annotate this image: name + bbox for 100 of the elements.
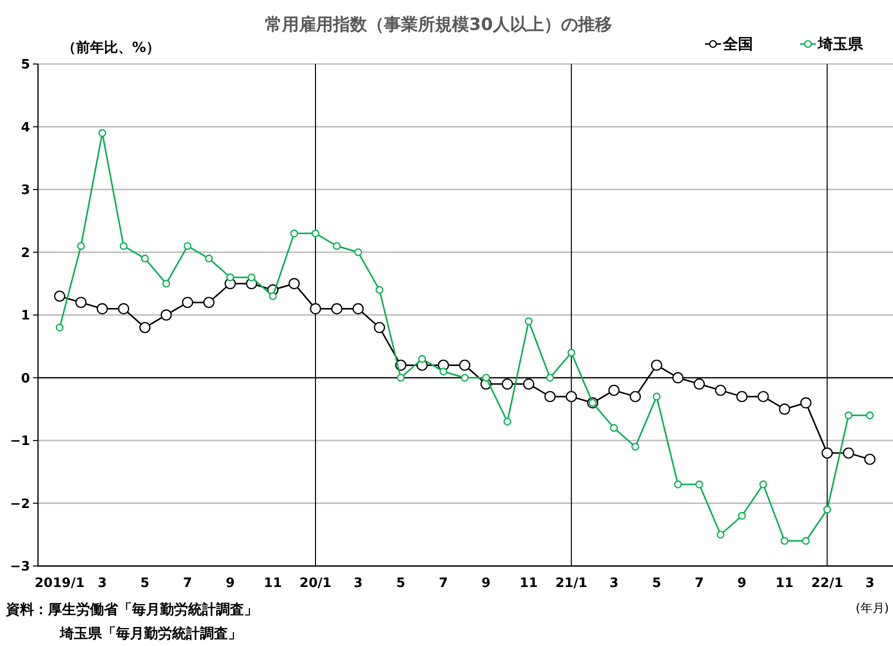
point (376, 286, 384, 294)
x-axis-title: (年月) (856, 601, 889, 615)
x-tick-label: 3 (354, 576, 363, 591)
point (546, 374, 554, 382)
chart-title: 常用雇用指数（事業所規模30人以上）の推移 (265, 15, 612, 35)
point (800, 397, 812, 408)
point (608, 384, 620, 396)
text: 埼玉県「毎月勤労統計調査」 (59, 625, 242, 642)
point (714, 384, 726, 396)
point (780, 537, 788, 545)
point (75, 296, 87, 308)
point (182, 296, 194, 308)
x-tick-label: 9 (226, 576, 235, 591)
x-tick-label: 7 (438, 576, 448, 591)
y-tick-label: 3 (20, 183, 30, 198)
point (842, 447, 854, 459)
x-tick-label: 7 (183, 576, 192, 591)
point (288, 278, 300, 290)
point (524, 317, 533, 326)
point (352, 303, 364, 314)
point (77, 242, 85, 250)
point (482, 374, 490, 382)
y-tick-label: 1 (20, 308, 30, 324)
point (312, 230, 320, 238)
point (738, 512, 746, 520)
x-tick-label: 11 (264, 576, 282, 591)
point (523, 378, 534, 390)
point (694, 378, 705, 390)
point (162, 280, 170, 288)
x-tick-label: 5 (652, 576, 662, 591)
point (396, 374, 405, 382)
x-tick-label: 2019/1 (34, 576, 85, 591)
point (802, 537, 810, 545)
x-tick-label: 22/1 (811, 576, 844, 591)
text: 資料：厚生労働省「毎月勤労統計調査」 (5, 601, 258, 618)
point (459, 360, 470, 371)
y-tick-label: −2 (10, 496, 30, 512)
y-tick-label: 2 (20, 246, 30, 261)
point (672, 372, 684, 384)
x-tick-label: 3 (609, 576, 619, 591)
point (226, 273, 234, 282)
point (610, 424, 618, 432)
point (160, 309, 172, 321)
point (778, 404, 790, 415)
point (332, 242, 341, 250)
legend-label: 埼玉県 (817, 35, 864, 53)
point (822, 447, 833, 459)
x-tick-label: 11 (520, 576, 538, 591)
point (736, 390, 748, 402)
y-tick-label: −1 (10, 434, 30, 450)
point (139, 322, 151, 334)
point (844, 412, 852, 420)
y-tick-label: 0 (20, 371, 30, 386)
x-tick-label: 7 (694, 576, 704, 591)
legend-label: 全国 (722, 35, 753, 53)
y-tick-label: 4 (20, 120, 30, 136)
point (331, 303, 342, 314)
point (652, 392, 661, 400)
point (866, 412, 874, 420)
point (56, 324, 64, 332)
point (96, 303, 108, 314)
point (354, 248, 362, 256)
x-tick-label: 9 (482, 576, 491, 591)
point (630, 390, 641, 402)
x-tick-label: 5 (140, 576, 150, 591)
point (864, 454, 876, 465)
point (460, 374, 469, 382)
point (503, 418, 512, 426)
point (823, 506, 832, 514)
y-tick-label: −3 (10, 560, 30, 575)
point (54, 290, 66, 302)
point (310, 303, 322, 314)
x-tick-label: 3 (98, 576, 107, 591)
x-tick-label: 11 (776, 576, 794, 591)
point (118, 303, 130, 314)
point (374, 322, 386, 334)
point (120, 242, 128, 250)
point (98, 129, 106, 137)
point (758, 390, 769, 402)
x-tick-label: 3 (865, 576, 874, 591)
point (248, 273, 256, 282)
x-tick-label: 5 (396, 576, 406, 591)
point (502, 378, 513, 390)
x-tick-label: 9 (737, 576, 746, 591)
point (651, 360, 662, 371)
point (674, 480, 682, 488)
point (759, 480, 768, 488)
point (290, 230, 298, 238)
y-axis-title: （前年比、%） (62, 40, 160, 56)
point (204, 254, 213, 262)
point (567, 348, 576, 357)
point (184, 242, 192, 250)
y-tick-label: 5 (20, 58, 30, 73)
point (716, 530, 724, 539)
point (440, 368, 448, 376)
point (141, 254, 149, 262)
point (203, 296, 214, 308)
point (566, 390, 577, 402)
point (268, 292, 277, 300)
point (631, 442, 640, 451)
